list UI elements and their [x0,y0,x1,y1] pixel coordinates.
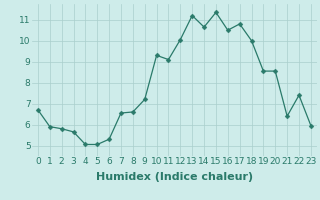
X-axis label: Humidex (Indice chaleur): Humidex (Indice chaleur) [96,172,253,182]
